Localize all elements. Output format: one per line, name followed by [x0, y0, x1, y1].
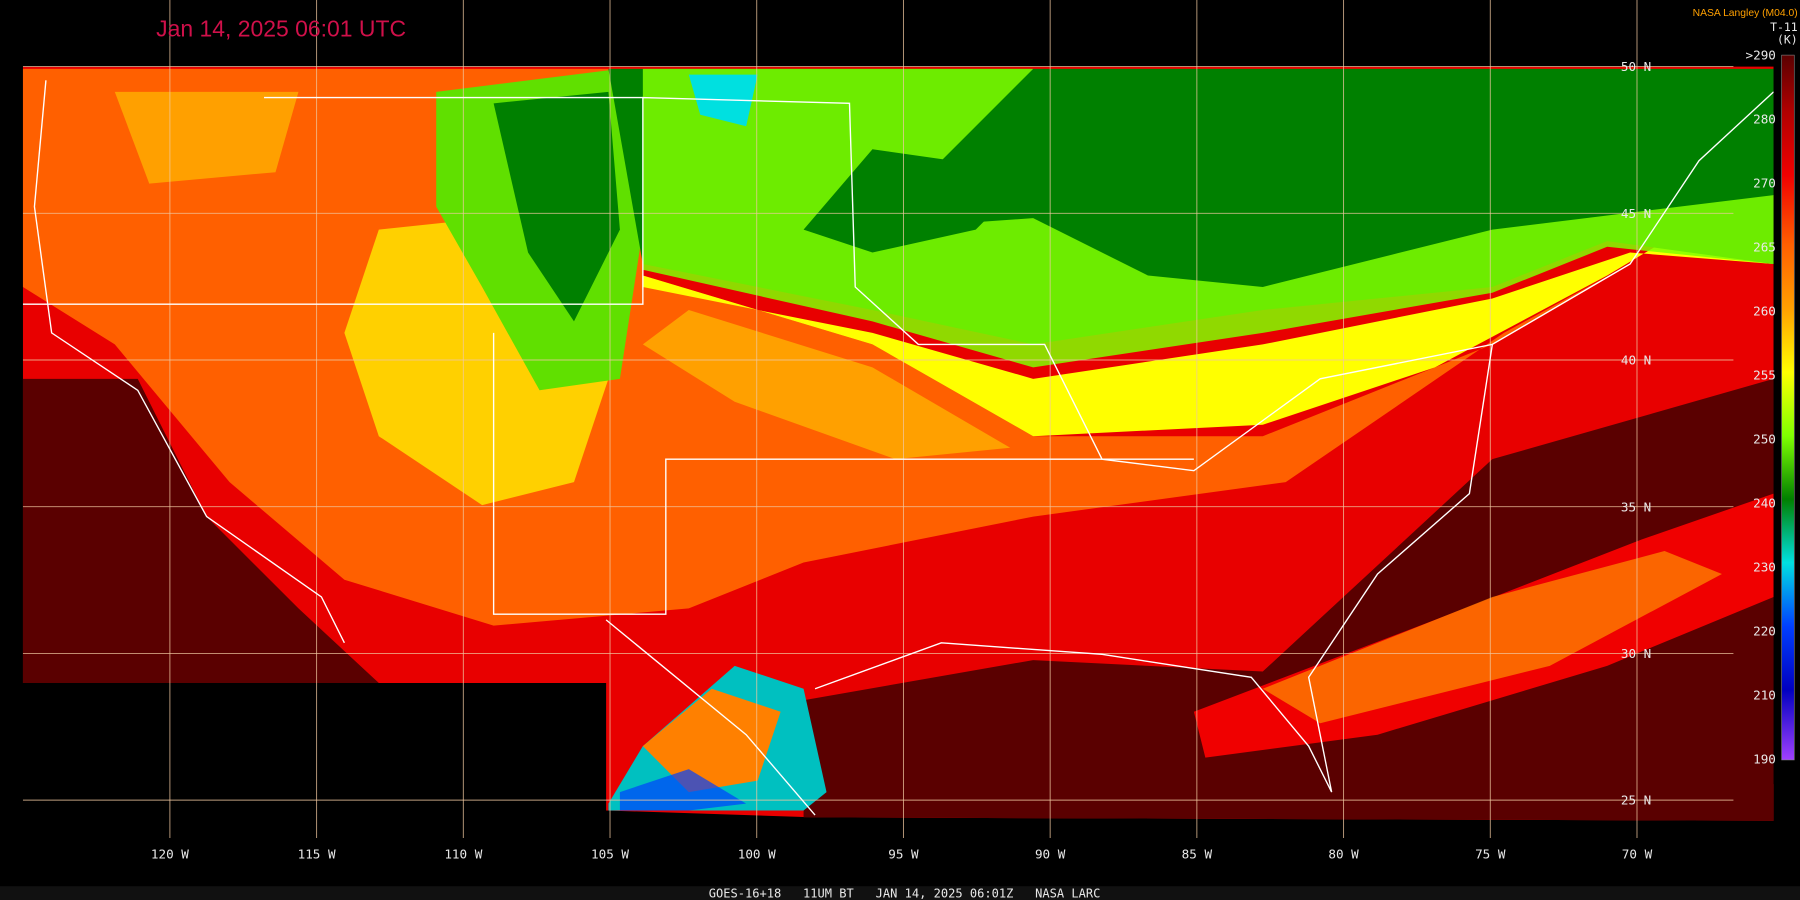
legend-unit: (K): [1777, 33, 1798, 47]
longitude-label: 75 W: [1475, 847, 1506, 862]
imagery: [22, 66, 1774, 821]
graticule-labels: 50 N 45 N 40 N 35 N 30 N 25 N 120 W 115 W 110 W 1…: [151, 59, 1653, 862]
legend-label: 250: [1753, 432, 1776, 447]
latitude-label: 45 N: [1621, 206, 1651, 221]
longitude-label: 85 W: [1182, 847, 1213, 862]
latitude-label: 50 N: [1621, 59, 1651, 74]
legend-label: 260: [1753, 304, 1776, 319]
footer-bar: [0, 886, 1800, 900]
longitude-label: 90 W: [1035, 847, 1066, 862]
legend-label: >290: [1746, 48, 1776, 63]
legend-labels: >290 280 270 265 260 255 250 240 230 220 210 190: [1746, 48, 1776, 767]
footer: GOES-16+18 11UM BT JAN 14, 2025 06:01Z N…: [709, 887, 1101, 900]
legend-label: 240: [1753, 496, 1776, 511]
longitude-label: 95 W: [888, 847, 919, 862]
longitude-label: 80 W: [1328, 847, 1359, 862]
legend-label: 190: [1753, 751, 1776, 766]
legend-label: 280: [1753, 112, 1776, 127]
legend-label: 230: [1753, 559, 1776, 574]
legend-title: T-11: [1770, 20, 1798, 34]
legend-label: 270: [1753, 176, 1776, 191]
legend-label: 210: [1753, 687, 1776, 702]
longitude-label: 70 W: [1622, 847, 1653, 862]
legend-label: 255: [1753, 368, 1776, 383]
timestamp: Jan 14, 2025 06:01 UTC: [156, 16, 406, 42]
colorbar: [1781, 54, 1795, 761]
longitude-label: 105 W: [591, 847, 629, 862]
graticule: [22, 0, 1734, 839]
source: NASA Langley (M04.0): [1693, 8, 1798, 19]
longitude-label: 100 W: [738, 847, 776, 862]
longitude-label: 120 W: [151, 847, 189, 862]
latitude-label: 25 N: [1621, 793, 1651, 808]
latitude-label: 40 N: [1621, 353, 1651, 368]
legend-label: 265: [1753, 240, 1776, 255]
latitude-label: 30 N: [1621, 646, 1651, 661]
longitude-label: 115 W: [298, 847, 336, 862]
latitude-label: 35 N: [1621, 499, 1651, 514]
borders: [22, 80, 1775, 816]
legend-label: 220: [1753, 623, 1776, 638]
longitude-label: 110 W: [444, 847, 482, 862]
